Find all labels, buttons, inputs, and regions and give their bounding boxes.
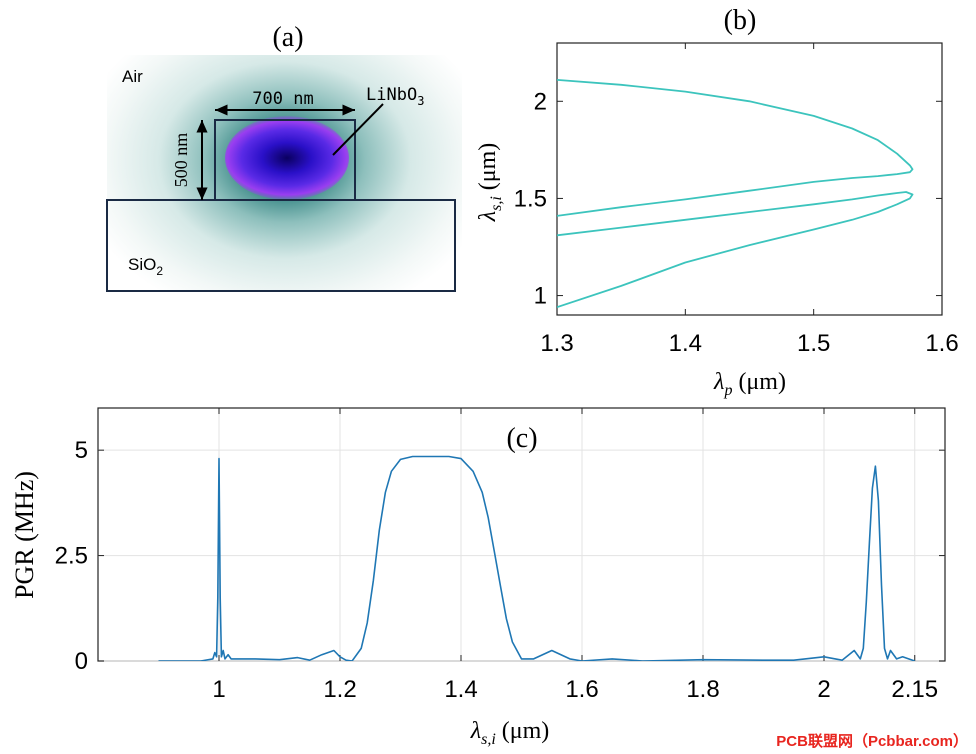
core-pointer-line (332, 103, 384, 156)
x-tick-label: 1.8 (686, 676, 719, 703)
panel-b-y-axis-label: λs,i (μm) (475, 143, 505, 223)
substrate-label: SiO2 (128, 255, 163, 278)
y-tick-label: 0 (75, 648, 88, 675)
panel-b-x-axis-label: λp (μm) (713, 369, 786, 399)
y-tick-label: 1.5 (514, 185, 547, 212)
panel-b-label: (b) (724, 5, 757, 36)
x-tick-label: 2.15 (891, 676, 938, 703)
panel-c-label: (c) (506, 423, 537, 454)
y-tick-label: 1 (534, 283, 547, 310)
panel-c: 1 1.2 1.4 1.6 1.8 2 2.15 0 2.5 5 (c) PGR (MHz) λs… (10, 407, 946, 748)
panel-c-y-axis-label: PGR (MHz) (10, 471, 39, 599)
x-tick-label: 1.6 (925, 330, 958, 357)
y-tick-label: 5 (75, 437, 88, 464)
x-tick-label: 1.2 (323, 676, 356, 703)
y-tick-label: 2 (534, 88, 547, 115)
core-material-label: LiNbO3 (366, 85, 424, 108)
series-line-1 (557, 79, 914, 217)
panel-c-x-axis-label: λs,i (μm) (470, 718, 550, 748)
x-tick-label: 1.3 (540, 330, 573, 357)
x-tick-label: 1.5 (797, 330, 830, 357)
panel-c-grid (98, 408, 945, 662)
series-line-1 (158, 455, 915, 661)
height-dimension-label: 500 nm (171, 133, 191, 188)
x-tick-label: 2 (817, 676, 830, 703)
panel-b-ticks: 1.3 1.4 1.5 1.6 1 1.5 2 (514, 43, 959, 357)
x-tick-label: 1.4 (444, 676, 477, 703)
panel-b-axes (556, 42, 943, 316)
panel-c-ticks: 1 1.2 1.4 1.6 1.8 2 2.15 0 2.5 5 (55, 408, 945, 703)
air-label: Air (122, 67, 143, 86)
width-dimension-label: 700 nm (252, 89, 313, 109)
x-tick-label: 1.6 (565, 676, 598, 703)
panel-b: (b) 1.3 1.4 1.5 1.6 1 1.5 2 λp (μm) λs,i (μm) (475, 5, 959, 399)
x-tick-label: 1.4 (669, 330, 702, 357)
panel-a: (a) Air SiO2 LiNbO3 700 nm 500 nm (106, 22, 462, 292)
y-tick-label: 2.5 (55, 543, 88, 570)
panel-b-plot-area (557, 79, 914, 309)
watermark-text: PCB联盟网（Pcbbar.com） (776, 732, 968, 750)
waveguide-outline (214, 119, 356, 201)
x-tick-label: 1 (212, 676, 225, 703)
panel-a-label: (a) (272, 22, 303, 53)
series-line-2 (557, 191, 914, 309)
panel-c-plot-area (158, 455, 915, 661)
mode-field-core (225, 116, 349, 200)
